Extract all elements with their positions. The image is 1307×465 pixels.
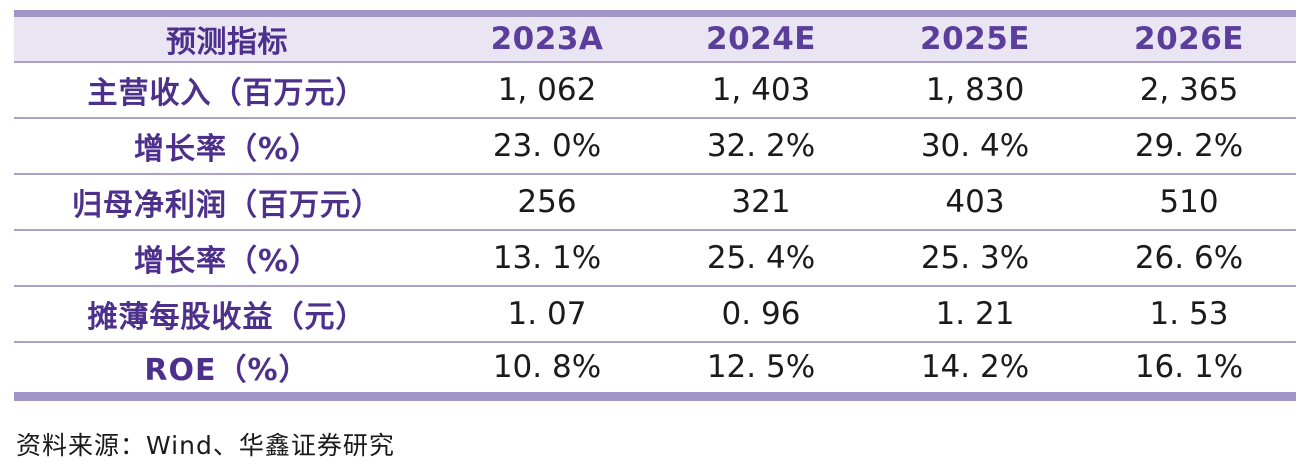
cell-value: 256 (440, 174, 654, 231)
cell-value: 1. 53 (1082, 286, 1296, 343)
cell-value: 14. 2% (868, 342, 1082, 396)
cell-value: 25. 3% (868, 230, 1082, 287)
cell-value: 1, 403 (654, 62, 868, 119)
row-label: 增长率（%） (14, 118, 440, 175)
cell-value: 12. 5% (654, 342, 868, 396)
cell-value: 16. 1% (1082, 342, 1296, 396)
row-label: 摊薄每股收益（元） (14, 286, 440, 343)
cell-value: 510 (1082, 174, 1296, 231)
source-note: 资料来源：Wind、华鑫证券研究 (16, 431, 395, 460)
row-label: 增长率（%） (14, 230, 440, 287)
cell-value: 30. 4% (868, 118, 1082, 175)
row-label: 归母净利润（百万元） (14, 174, 440, 231)
column-header-2024e: 2024E (654, 13, 868, 63)
row-label: 主营收入（百万元） (14, 62, 440, 119)
table-row-net-profit: 归母净利润（百万元） 256 321 403 510 (14, 174, 1296, 231)
cell-value: 1, 830 (868, 62, 1082, 119)
cell-value: 1. 21 (868, 286, 1082, 343)
cell-value: 321 (654, 174, 868, 231)
column-header-2026e: 2026E (1082, 13, 1296, 63)
table-header-row: 预测指标 2023A 2024E 2025E 2026E (14, 13, 1296, 63)
table-row-revenue: 主营收入（百万元） 1, 062 1, 403 1, 830 2, 365 (14, 62, 1296, 119)
cell-value: 403 (868, 174, 1082, 231)
cell-value: 13. 1% (440, 230, 654, 287)
cell-value: 0. 96 (654, 286, 868, 343)
forecast-table: 预测指标 2023A 2024E 2025E 2026E 主营收入（百万元） 1… (14, 10, 1296, 401)
cell-value: 23. 0% (440, 118, 654, 175)
cell-value: 10. 8% (440, 342, 654, 396)
cell-value: 29. 2% (1082, 118, 1296, 175)
table-row-diluted-eps: 摊薄每股收益（元） 1. 07 0. 96 1. 21 1. 53 (14, 286, 1296, 343)
column-header-2023a: 2023A (440, 13, 654, 63)
cell-value: 32. 2% (654, 118, 868, 175)
cell-value: 1, 062 (440, 62, 654, 119)
cell-value: 25. 4% (654, 230, 868, 287)
column-header-indicator: 预测指标 (14, 13, 440, 63)
column-header-2025e: 2025E (868, 13, 1082, 63)
table-row-profit-growth: 增长率（%） 13. 1% 25. 4% 25. 3% 26. 6% (14, 230, 1296, 287)
cell-value: 1. 07 (440, 286, 654, 343)
cell-value: 2, 365 (1082, 62, 1296, 119)
cell-value: 26. 6% (1082, 230, 1296, 287)
row-label: ROE（%） (14, 342, 440, 396)
table-row-revenue-growth: 增长率（%） 23. 0% 32. 2% 30. 4% 29. 2% (14, 118, 1296, 175)
table-row-roe: ROE（%） 10. 8% 12. 5% 14. 2% 16. 1% (14, 342, 1296, 396)
